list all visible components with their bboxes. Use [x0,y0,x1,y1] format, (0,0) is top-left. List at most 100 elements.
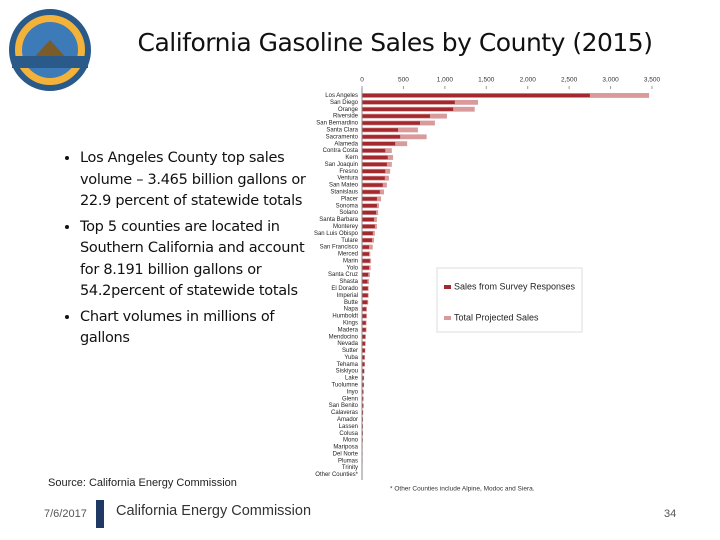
y-tick-label: Santa Clara [326,127,358,133]
y-tick-label: Calaveras [331,410,358,416]
bar [362,397,364,401]
bar [362,162,387,167]
y-tick-label: Plumas [338,458,358,464]
y-tick-label: Nevada [337,341,358,347]
y-tick-label: Other Counties* [315,472,358,478]
legend-label: Total Projected Sales [454,312,539,322]
bullet: Top 5 counties are located in Southern C… [80,217,320,303]
bar [362,141,396,146]
bar [362,259,370,263]
bar [362,217,375,222]
legend-swatch [444,316,451,320]
x-tick-label: 3,000 [602,77,619,84]
y-tick-label: Orange [338,107,359,113]
y-tick-label: Mendocino [329,334,359,340]
bullet: Los Angeles County top sales volume – 3.… [80,148,320,213]
bar [362,245,370,249]
y-tick-label: Tulare [341,238,358,244]
bar [362,121,420,125]
y-tick-label: Madera [338,327,359,333]
y-tick-label: Trinity [342,465,358,471]
slide-title: California Gasoline Sales by County (201… [137,28,653,57]
y-tick-label: Alameda [334,141,358,147]
bar [362,231,373,236]
bar [362,403,364,408]
y-tick-label: Imperial [337,293,358,299]
bar [362,128,399,132]
footnote: * Other Counties include Alpine, Modoc a… [390,486,535,493]
bar [362,355,365,360]
y-tick-label: Sutter [342,348,358,354]
bar [362,390,364,394]
y-tick-label: Mariposa [333,445,358,451]
y-tick-label: San Benito [329,403,359,409]
bullet: Chart volumes in millions of gallons [80,307,320,350]
bar [362,286,368,291]
bar [362,135,401,139]
bar [362,272,369,277]
bar [362,190,380,194]
y-tick-label: Stanislaus [330,190,358,196]
legend-label: Sales from Survey Responses [454,281,576,291]
y-tick-label: Santa Barbara [319,217,358,223]
logo [9,9,91,91]
y-tick-label: Sonoma [336,203,359,209]
bar [362,93,590,98]
y-tick-label: San Mateo [329,183,359,189]
y-tick-label: Tehama [337,362,359,368]
y-tick-label: Monterey [333,224,358,230]
bar [362,376,364,380]
x-tick-label: 500 [398,77,409,84]
bar [362,100,455,105]
y-tick-label: Tuolumne [332,383,359,389]
bar [362,252,370,256]
bar [362,369,365,373]
bar [362,279,368,284]
bar [362,321,366,325]
y-tick-label: Merced [338,252,358,258]
y-tick-label: Amador [337,417,358,423]
y-tick-label: Los Angeles [325,93,358,99]
bar [362,155,388,160]
date: 7/6/2017 [44,508,87,520]
y-tick-label: San Francisco [320,245,359,251]
y-tick-label: Ventura [337,176,358,182]
page-number: 34 [664,508,677,520]
bar [362,204,377,208]
y-tick-label: Colusa [339,431,358,437]
bar [362,183,383,187]
bar [362,210,377,215]
y-tick-label: Siskiyou [336,369,358,375]
y-tick-label: San Diego [330,100,359,106]
bar [362,238,372,242]
bar [362,383,364,387]
y-tick-label: Butte [344,300,359,306]
x-tick-label: 0 [360,77,364,84]
bar [362,266,370,270]
y-tick-label: Riverside [333,114,359,120]
y-tick-label: Santa Cruz [328,272,358,278]
y-tick-label: El Dorado [331,286,358,292]
bar [362,107,454,111]
legend-swatch [444,285,451,289]
source: Source: California Energy Commission [48,477,237,489]
x-tick-label: 1,000 [437,77,454,84]
x-tick-label: 3,500 [644,77,661,84]
y-tick-label: San Luis Obispo [314,231,359,237]
bar [362,148,386,153]
y-tick-label: Contra Costa [323,148,359,154]
x-tick-label: 1,500 [478,77,495,84]
y-tick-label: Lassen [339,424,358,430]
bar [362,328,366,332]
y-tick-label: Kern [345,155,358,161]
bar [362,114,430,118]
y-tick-label: Shasta [339,279,358,285]
bar [362,293,368,298]
y-tick-label: Kings [343,320,358,326]
y-tick-label: Marin [343,258,358,264]
bullet-list: Los Angeles County top sales volume – 3.… [58,148,320,354]
footer: California Energy Commission [116,503,312,519]
bar [362,224,375,229]
